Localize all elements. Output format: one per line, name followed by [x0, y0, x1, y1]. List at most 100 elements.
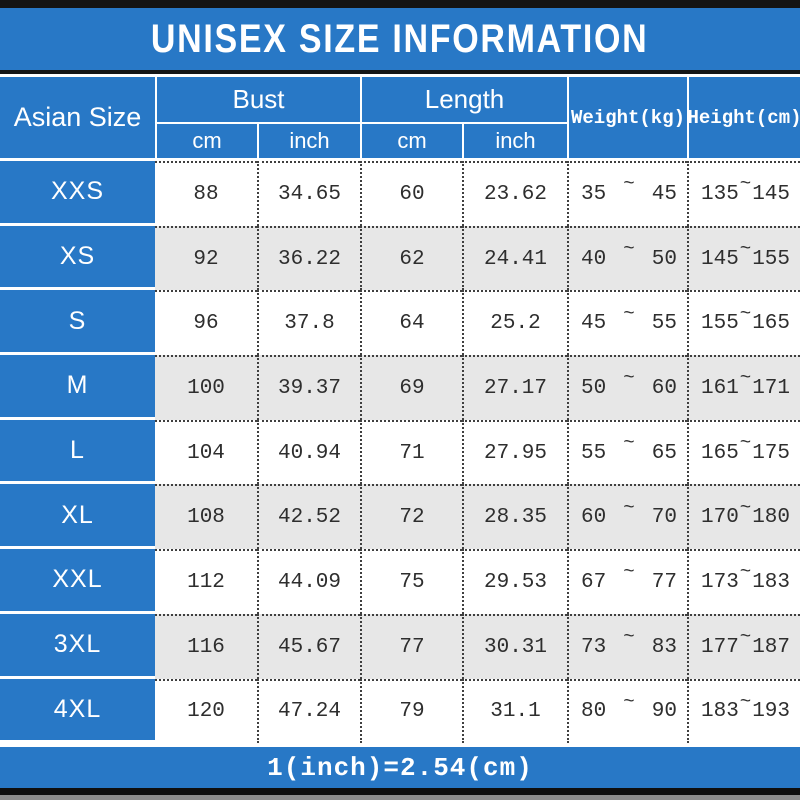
table-row: 4XL 120 47.24 79 31.1 80 ~ 90 183 ~ 193 [0, 678, 800, 744]
table-body: XXS 88 34.65 60 23.62 35 ~ 45 135 ~ 145 … [0, 161, 800, 744]
bust-cm-cell: 92 [155, 225, 257, 291]
weight-max: 70 [651, 506, 677, 530]
length-inch-header: inch [462, 122, 567, 158]
bottom-black-bar [0, 788, 800, 796]
page-title: UNISEX SIZE INFORMATION [151, 16, 649, 61]
height-range-cell: 183 ~ 193 [687, 678, 800, 744]
tilde-separator: ~ [739, 367, 752, 390]
table-row: L 104 40.94 71 27.95 55 ~ 65 165 ~ 175 [0, 419, 800, 485]
height-range-cell: 170 ~ 180 [687, 484, 800, 550]
weight-min: 50 [581, 376, 607, 400]
bottom-edge-strip [0, 795, 800, 800]
weight-min: 60 [581, 506, 607, 530]
height-min: 145 [701, 247, 739, 271]
height-min: 173 [701, 570, 739, 594]
length-cm-cell: 64 [360, 290, 462, 356]
bust-cm-cell: 112 [155, 549, 257, 614]
table-row: XS 92 36.22 62 24.41 40 ~ 50 145 ~ 155 [0, 225, 800, 291]
size-cell: XL [0, 484, 155, 550]
height-max: 155 [752, 247, 790, 271]
asian-size-header: Asian Size [13, 102, 142, 132]
tilde-separator: ~ [623, 496, 635, 519]
length-inch-cell: 23.62 [462, 161, 567, 226]
bust-cm-cell: 108 [155, 484, 257, 550]
height-header: Height(cm) [687, 77, 800, 158]
table-header: Asian Size Bust Length Weight(kg) Height… [0, 77, 800, 161]
height-max: 180 [752, 506, 790, 530]
height-max: 183 [752, 570, 790, 594]
height-max: 187 [752, 635, 790, 659]
size-cell: XXL [0, 549, 155, 614]
tilde-separator: ~ [739, 238, 752, 261]
length-group-header: Length [360, 77, 567, 122]
length-cm-header: cm [360, 122, 462, 158]
bust-inch-header: inch [257, 122, 360, 158]
tilde-separator: ~ [739, 626, 752, 649]
tilde-separator: ~ [623, 238, 635, 261]
weight-range-cell: 35 ~ 45 [567, 161, 687, 226]
size-cell: XXS [0, 161, 155, 226]
height-min: 183 [701, 700, 739, 724]
bust-cm-cell: 100 [155, 355, 257, 420]
bust-inch-cell: 40.94 [257, 419, 360, 485]
bust-cm-cell: 104 [155, 419, 257, 485]
size-cell: 3XL [0, 613, 155, 679]
tilde-separator: ~ [623, 626, 635, 649]
size-cell: L [0, 419, 155, 485]
weight-min: 80 [581, 700, 607, 724]
height-max: 165 [752, 312, 790, 336]
length-inch-cell: 31.1 [462, 678, 567, 744]
weight-range-cell: 80 ~ 90 [567, 678, 687, 744]
footer-band: 1(inch)=2.54(cm) [0, 747, 800, 789]
height-max: 175 [752, 441, 790, 465]
length-cm-cell: 60 [360, 161, 462, 226]
table-row: 3XL 116 45.67 77 30.31 73 ~ 83 177 ~ 187 [0, 613, 800, 679]
bust-inch-cell: 42.52 [257, 484, 360, 550]
length-inch-cell: 28.35 [462, 484, 567, 550]
height-min: 135 [701, 182, 739, 206]
size-cell: 4XL [0, 678, 155, 744]
weight-min: 45 [581, 312, 607, 336]
tilde-separator: ~ [623, 561, 635, 584]
tilde-separator: ~ [623, 173, 635, 196]
weight-max: 65 [651, 441, 677, 465]
weight-range-cell: 60 ~ 70 [567, 484, 687, 550]
length-cm-cell: 75 [360, 549, 462, 614]
size-cell: S [0, 290, 155, 356]
bust-inch-cell: 37.8 [257, 290, 360, 356]
size-cell: M [0, 355, 155, 420]
weight-min: 67 [581, 570, 607, 594]
tilde-separator: ~ [739, 496, 752, 519]
bust-cm-cell: 96 [155, 290, 257, 356]
height-min: 170 [701, 506, 739, 530]
length-inch-cell: 29.53 [462, 549, 567, 614]
tilde-separator: ~ [623, 432, 635, 455]
weight-range-cell: 73 ~ 83 [567, 613, 687, 679]
tilde-separator: ~ [739, 561, 752, 584]
height-range-cell: 135 ~ 145 [687, 161, 800, 226]
tilde-separator: ~ [739, 173, 752, 196]
table-row: XL 108 42.52 72 28.35 60 ~ 70 170 ~ 180 [0, 484, 800, 550]
bust-cm-cell: 120 [155, 678, 257, 744]
height-range-cell: 177 ~ 187 [687, 613, 800, 679]
weight-header: Weight(kg) [567, 77, 687, 158]
length-cm-cell: 72 [360, 484, 462, 550]
weight-max: 60 [651, 376, 677, 400]
tilde-separator: ~ [623, 367, 635, 390]
height-range-cell: 155 ~ 165 [687, 290, 800, 356]
title-divider-white [0, 74, 800, 77]
tilde-separator: ~ [739, 432, 752, 455]
height-range-cell: 145 ~ 155 [687, 225, 800, 291]
table-row: XXL 112 44.09 75 29.53 67 ~ 77 173 ~ 183 [0, 549, 800, 614]
length-cm-cell: 69 [360, 355, 462, 420]
length-inch-cell: 25.2 [462, 290, 567, 356]
height-min: 177 [701, 635, 739, 659]
length-inch-cell: 24.41 [462, 225, 567, 291]
title-band: UNISEX SIZE INFORMATION [0, 8, 800, 70]
weight-max: 50 [651, 247, 677, 271]
weight-range-cell: 67 ~ 77 [567, 549, 687, 614]
weight-min: 35 [581, 182, 607, 206]
bust-inch-cell: 44.09 [257, 549, 360, 614]
weight-range-cell: 55 ~ 65 [567, 419, 687, 485]
